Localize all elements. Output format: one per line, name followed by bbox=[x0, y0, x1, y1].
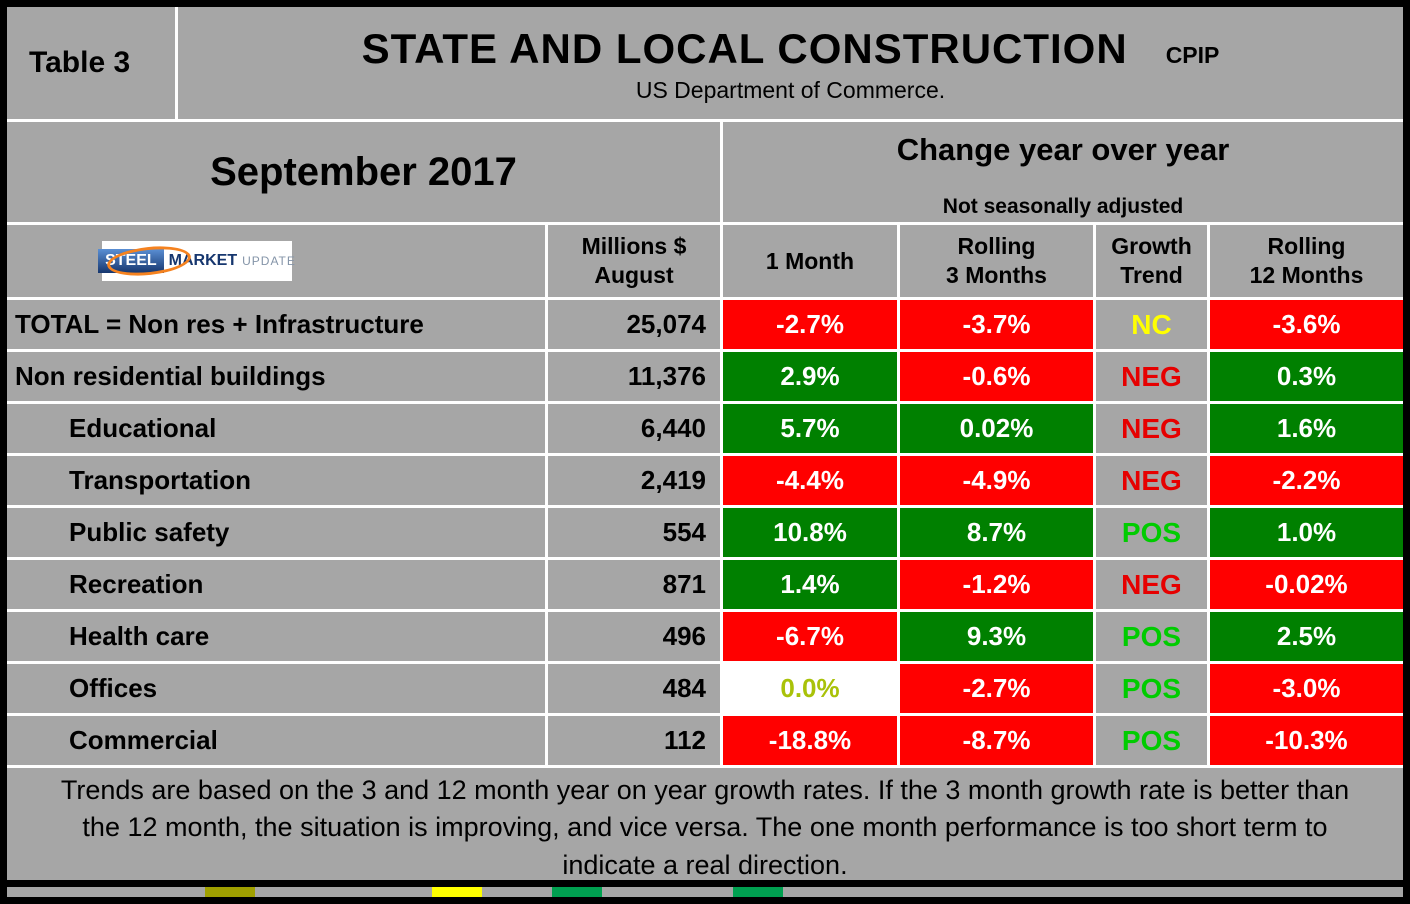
footer-note: Trends are based on the 3 and 12 month y… bbox=[7, 765, 1403, 880]
cell-growth-trend: NEG bbox=[1096, 404, 1207, 453]
cell-1-month: 5.7% bbox=[723, 404, 897, 453]
column-header-rolling3-line1: Rolling bbox=[957, 233, 1036, 260]
column-header-rolling-12-months: Rolling 12 Months bbox=[1210, 225, 1403, 297]
logo-word-update: UPDATE bbox=[242, 254, 296, 268]
cell-1-month: -2.7% bbox=[723, 300, 897, 349]
cell-rolling-12-months: 0.3% bbox=[1210, 352, 1403, 401]
column-header-rolling12-line2: 12 Months bbox=[1249, 262, 1364, 288]
row-millions: 2,419 bbox=[548, 456, 720, 505]
title-tag-cpip: CPIP bbox=[1165, 41, 1220, 68]
cell-1-month: 0.0% bbox=[723, 664, 897, 713]
cell-rolling-3-months: -4.9% bbox=[900, 456, 1093, 505]
cell-1-month: 10.8% bbox=[723, 508, 897, 557]
data-grid: STEEL MARKET UPDATE Millions $ August 1 … bbox=[7, 222, 1403, 765]
cell-rolling-12-months: -3.6% bbox=[1210, 300, 1403, 349]
logo-word-steel: STEEL bbox=[98, 249, 164, 273]
steel-market-update-logo: STEEL MARKET UPDATE bbox=[98, 241, 295, 281]
column-header-growth-line1: Growth bbox=[1111, 233, 1192, 260]
cell-growth-trend: POS bbox=[1096, 716, 1207, 765]
change-title: Change year over year bbox=[896, 132, 1230, 167]
cell-growth-trend: NEG bbox=[1096, 456, 1207, 505]
row-millions: 11,376 bbox=[548, 352, 720, 401]
row-millions: 554 bbox=[548, 508, 720, 557]
column-header-millions: Millions $ August bbox=[548, 225, 720, 297]
partial-cell bbox=[552, 887, 602, 897]
cell-1-month: -4.4% bbox=[723, 456, 897, 505]
cell-growth-trend: POS bbox=[1096, 612, 1207, 661]
cell-rolling-3-months: -2.7% bbox=[900, 664, 1093, 713]
row-label: Transportation bbox=[7, 456, 545, 505]
column-header-growth-line2: Trend bbox=[1120, 262, 1183, 288]
cell-rolling-12-months: -10.3% bbox=[1210, 716, 1403, 765]
cell-rolling-3-months: -0.6% bbox=[900, 352, 1093, 401]
cell-growth-trend: NEG bbox=[1096, 352, 1207, 401]
cell-growth-trend: NC bbox=[1096, 300, 1207, 349]
cell-rolling-12-months: -3.0% bbox=[1210, 664, 1403, 713]
row-label: Health care bbox=[7, 612, 545, 661]
row-millions: 484 bbox=[548, 664, 720, 713]
cell-rolling-3-months: 8.7% bbox=[900, 508, 1093, 557]
cell-rolling-3-months: -1.2% bbox=[900, 560, 1093, 609]
cell-1-month: 1.4% bbox=[723, 560, 897, 609]
cell-rolling-12-months: -0.02% bbox=[1210, 560, 1403, 609]
column-header-rolling-3-months: Rolling 3 Months bbox=[900, 225, 1093, 297]
cell-rolling-12-months: -2.2% bbox=[1210, 456, 1403, 505]
partial-cell bbox=[733, 887, 783, 897]
period-month-title: September 2017 bbox=[7, 122, 720, 222]
column-header-millions-line2: August bbox=[594, 262, 674, 288]
row-label: TOTAL = Non res + Infrastructure bbox=[7, 300, 545, 349]
change-header: Change year over year Not seasonally adj… bbox=[723, 122, 1403, 222]
cell-1-month: -6.7% bbox=[723, 612, 897, 661]
partial-cell bbox=[205, 887, 255, 897]
cell-growth-trend: NEG bbox=[1096, 560, 1207, 609]
change-subtitle: Not seasonally adjusted bbox=[942, 195, 1184, 218]
column-header-rolling3-line2: 3 Months bbox=[946, 262, 1047, 288]
column-header-1-month-label: 1 Month bbox=[765, 247, 855, 274]
column-header-rolling12-line1: Rolling bbox=[1267, 233, 1346, 260]
row-label: Commercial bbox=[7, 716, 545, 765]
row-label: Non residential buildings bbox=[7, 352, 545, 401]
row-label: Educational bbox=[7, 404, 545, 453]
column-header-1-month: 1 Month bbox=[723, 225, 897, 297]
row-millions: 25,074 bbox=[548, 300, 720, 349]
row-label: Offices bbox=[7, 664, 545, 713]
cell-rolling-3-months: -8.7% bbox=[900, 716, 1093, 765]
cell-growth-trend: POS bbox=[1096, 664, 1207, 713]
cell-rolling-12-months: 1.6% bbox=[1210, 404, 1403, 453]
title-line: STATE AND LOCAL CONSTRUCTION CPIP bbox=[362, 25, 1220, 73]
row-millions: 496 bbox=[548, 612, 720, 661]
cell-1-month: -18.8% bbox=[723, 716, 897, 765]
cell-growth-trend: POS bbox=[1096, 508, 1207, 557]
cell-rolling-3-months: 0.02% bbox=[900, 404, 1093, 453]
cell-rolling-3-months: -3.7% bbox=[900, 300, 1093, 349]
table-number-label: Table 3 bbox=[7, 7, 175, 119]
page-title: STATE AND LOCAL CONSTRUCTION bbox=[361, 24, 1128, 72]
column-header-millions-line1: Millions $ bbox=[581, 233, 687, 260]
title-bar: Table 3 STATE AND LOCAL CONSTRUCTION CPI… bbox=[7, 7, 1403, 119]
row-millions: 112 bbox=[548, 716, 720, 765]
title-cell: STATE AND LOCAL CONSTRUCTION CPIP US Dep… bbox=[178, 7, 1403, 119]
cell-rolling-12-months: 1.0% bbox=[1210, 508, 1403, 557]
row-millions: 6,440 bbox=[548, 404, 720, 453]
partial-cell bbox=[432, 887, 482, 897]
title-subtitle: US Department of Commerce. bbox=[635, 76, 946, 103]
cell-rolling-12-months: 2.5% bbox=[1210, 612, 1403, 661]
row-label: Recreation bbox=[7, 560, 545, 609]
cell-1-month: 2.9% bbox=[723, 352, 897, 401]
period-bar: September 2017 Change year over year Not… bbox=[7, 119, 1403, 222]
row-millions: 871 bbox=[548, 560, 720, 609]
logo-cell: STEEL MARKET UPDATE bbox=[7, 225, 545, 297]
logo-word-market: MARKET bbox=[168, 252, 238, 269]
next-table-partial-row bbox=[7, 880, 1403, 897]
cell-rolling-3-months: 9.3% bbox=[900, 612, 1093, 661]
row-label: Public safety bbox=[7, 508, 545, 557]
column-header-growth-trend: Growth Trend bbox=[1096, 225, 1207, 297]
